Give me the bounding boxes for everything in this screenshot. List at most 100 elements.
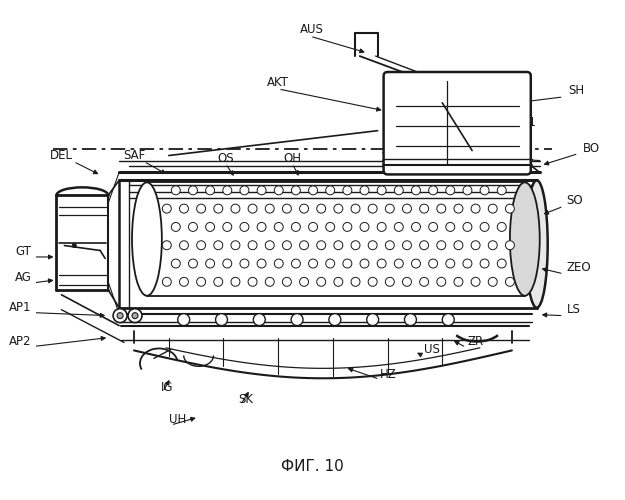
Circle shape xyxy=(488,278,498,286)
Text: UH: UH xyxy=(169,412,186,426)
Text: IG: IG xyxy=(161,380,173,394)
Circle shape xyxy=(446,222,455,232)
Circle shape xyxy=(257,259,266,268)
Circle shape xyxy=(177,314,189,326)
Circle shape xyxy=(265,241,274,250)
Circle shape xyxy=(429,186,438,195)
Circle shape xyxy=(394,222,403,232)
Circle shape xyxy=(329,314,341,326)
Circle shape xyxy=(282,241,291,250)
Circle shape xyxy=(299,278,309,286)
Circle shape xyxy=(197,241,206,250)
Circle shape xyxy=(334,241,343,250)
Circle shape xyxy=(402,204,411,213)
Circle shape xyxy=(394,186,403,195)
Circle shape xyxy=(442,314,454,326)
Circle shape xyxy=(309,259,318,268)
Circle shape xyxy=(326,186,334,195)
Circle shape xyxy=(411,259,421,268)
Circle shape xyxy=(214,241,222,250)
Circle shape xyxy=(368,241,377,250)
Circle shape xyxy=(132,312,138,318)
Circle shape xyxy=(248,241,257,250)
Circle shape xyxy=(248,204,257,213)
Circle shape xyxy=(240,186,249,195)
Text: DI1: DI1 xyxy=(517,116,537,129)
Circle shape xyxy=(274,186,283,195)
Circle shape xyxy=(206,186,214,195)
Circle shape xyxy=(419,278,429,286)
Circle shape xyxy=(179,204,189,213)
Text: AKT: AKT xyxy=(268,76,289,90)
Circle shape xyxy=(488,204,498,213)
Circle shape xyxy=(222,186,232,195)
Circle shape xyxy=(171,186,180,195)
Circle shape xyxy=(291,314,303,326)
Circle shape xyxy=(113,308,127,322)
Circle shape xyxy=(334,204,343,213)
Circle shape xyxy=(240,259,249,268)
FancyBboxPatch shape xyxy=(384,72,531,174)
Circle shape xyxy=(128,308,142,322)
Circle shape xyxy=(419,204,429,213)
Circle shape xyxy=(377,222,386,232)
Circle shape xyxy=(368,278,377,286)
Circle shape xyxy=(231,278,240,286)
Text: AP2: AP2 xyxy=(9,335,32,348)
Circle shape xyxy=(248,278,257,286)
Circle shape xyxy=(419,241,429,250)
Circle shape xyxy=(291,222,301,232)
Circle shape xyxy=(282,204,291,213)
Circle shape xyxy=(326,222,334,232)
Circle shape xyxy=(162,204,171,213)
Circle shape xyxy=(326,259,334,268)
Circle shape xyxy=(240,222,249,232)
Circle shape xyxy=(343,222,352,232)
Circle shape xyxy=(343,259,352,268)
Circle shape xyxy=(274,259,283,268)
Text: OH: OH xyxy=(283,152,301,165)
Text: ФИГ. 10: ФИГ. 10 xyxy=(281,460,343,474)
Circle shape xyxy=(411,222,421,232)
Circle shape xyxy=(471,241,480,250)
Circle shape xyxy=(214,204,222,213)
Circle shape xyxy=(334,278,343,286)
Circle shape xyxy=(463,186,472,195)
Circle shape xyxy=(253,314,265,326)
Circle shape xyxy=(72,243,77,248)
Circle shape xyxy=(257,222,266,232)
Circle shape xyxy=(480,222,489,232)
Circle shape xyxy=(299,241,309,250)
Circle shape xyxy=(377,186,386,195)
Circle shape xyxy=(360,186,369,195)
Circle shape xyxy=(265,278,274,286)
Circle shape xyxy=(189,186,198,195)
Circle shape xyxy=(506,278,514,286)
Text: AG: AG xyxy=(15,272,32,284)
Circle shape xyxy=(367,314,379,326)
Circle shape xyxy=(429,259,438,268)
Circle shape xyxy=(309,186,318,195)
Circle shape xyxy=(498,222,506,232)
Circle shape xyxy=(265,204,274,213)
Circle shape xyxy=(506,204,514,213)
Circle shape xyxy=(386,278,394,286)
Circle shape xyxy=(446,259,455,268)
Circle shape xyxy=(351,241,360,250)
Circle shape xyxy=(222,222,232,232)
Circle shape xyxy=(206,222,214,232)
Circle shape xyxy=(231,241,240,250)
Circle shape xyxy=(446,186,455,195)
Circle shape xyxy=(402,241,411,250)
Text: SK: SK xyxy=(238,392,253,406)
Circle shape xyxy=(394,259,403,268)
Circle shape xyxy=(231,204,240,213)
Circle shape xyxy=(317,278,326,286)
Circle shape xyxy=(377,259,386,268)
Circle shape xyxy=(498,186,506,195)
Circle shape xyxy=(299,204,309,213)
Ellipse shape xyxy=(510,182,540,296)
Circle shape xyxy=(317,241,326,250)
Circle shape xyxy=(162,241,171,250)
Text: BO: BO xyxy=(582,142,599,155)
